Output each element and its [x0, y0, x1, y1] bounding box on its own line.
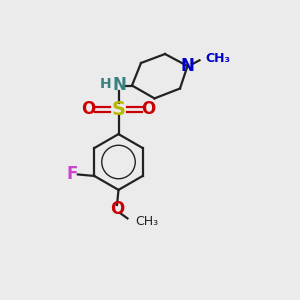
Text: S: S [112, 100, 125, 119]
Text: CH₃: CH₃ [135, 215, 158, 228]
Text: O: O [110, 200, 124, 218]
Text: N: N [112, 76, 126, 94]
Text: O: O [141, 100, 156, 118]
Text: H: H [99, 77, 111, 91]
Text: O: O [81, 100, 96, 118]
Text: F: F [66, 165, 77, 183]
Text: CH₃: CH₃ [206, 52, 230, 65]
Text: N: N [181, 57, 194, 75]
